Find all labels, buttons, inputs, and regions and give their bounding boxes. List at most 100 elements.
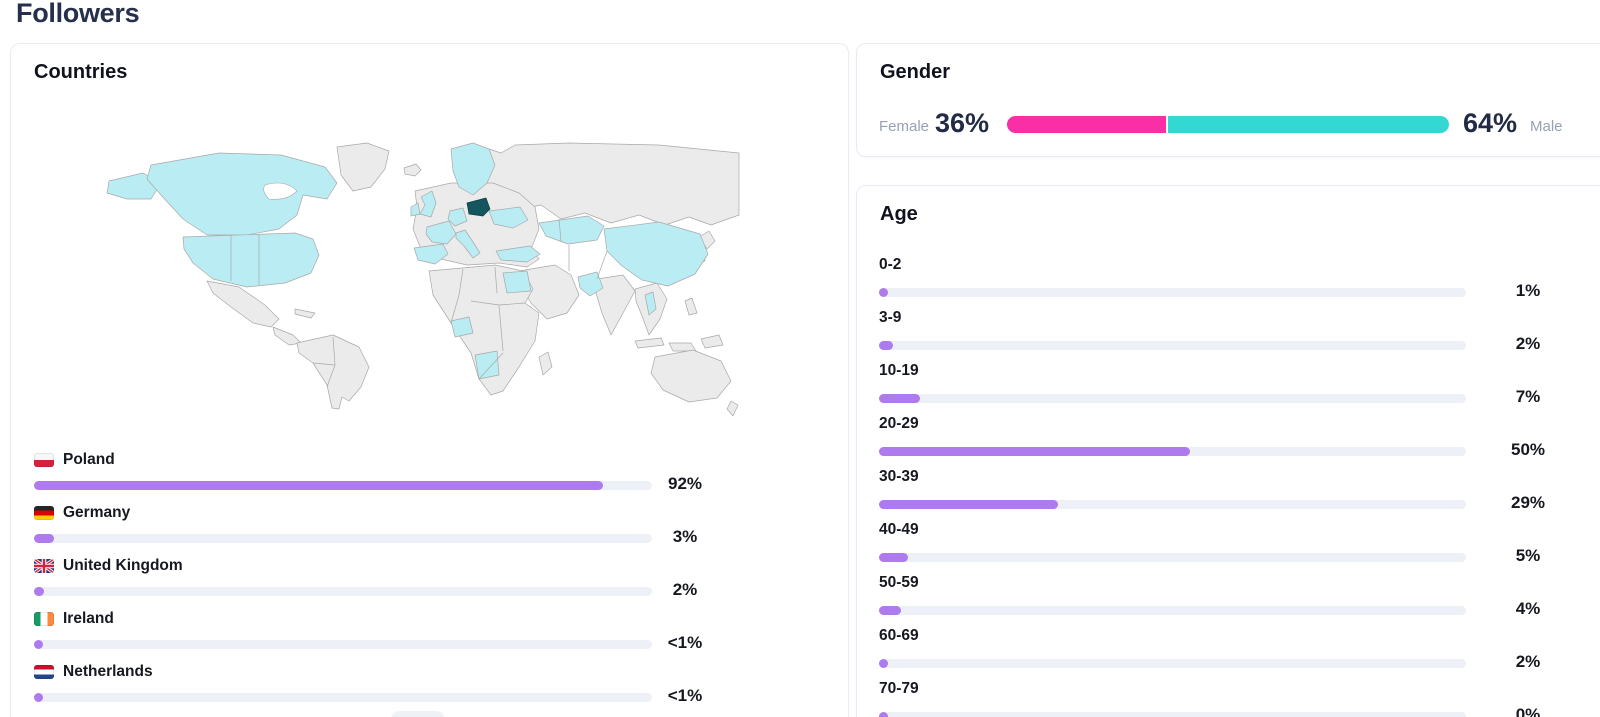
- country-bar-track: [34, 533, 652, 543]
- age-row-70-79: 70-79 0%: [879, 680, 1599, 717]
- age-row-20-29: 20-29 50%: [879, 415, 1599, 468]
- country-name: Germany: [63, 503, 131, 521]
- country-name: United Kingdom: [63, 556, 183, 574]
- map-region-egypt: [502, 270, 532, 294]
- map-region-nigeria: [450, 316, 474, 338]
- age-bar-fill: [879, 658, 888, 668]
- map-region-france: [425, 220, 457, 245]
- country-row-united-kingdom: United Kingdom 2%: [34, 555, 834, 608]
- map-region-australia: [650, 349, 732, 403]
- country-bar-fill: [34, 533, 54, 543]
- age-bar-fill: [879, 499, 1059, 509]
- map-hudson-bay: [263, 182, 298, 200]
- age-bar-track: [879, 393, 1466, 403]
- map-region-thailand: [644, 291, 657, 316]
- country-name: Ireland: [63, 609, 114, 627]
- male-label: Male: [1530, 118, 1563, 135]
- age-value: 7%: [1515, 387, 1541, 406]
- gender-bar-female-segment: [1007, 116, 1167, 133]
- age-card-title: Age: [880, 203, 918, 225]
- map-region-iceland: [403, 163, 422, 177]
- age-label: 3-9: [879, 309, 902, 326]
- country-bar-fill: [34, 480, 603, 490]
- age-label: 10-19: [879, 362, 919, 379]
- gender-card: Gender Female 36% 64% Male: [856, 43, 1600, 157]
- age-value: 2%: [1515, 334, 1541, 353]
- map-region-china: [603, 221, 709, 287]
- gender-bar-male-segment: [1168, 116, 1449, 133]
- country-value: 2%: [672, 580, 698, 599]
- age-bar-track: [879, 499, 1466, 509]
- country-row-ireland: Ireland <1%: [34, 608, 834, 661]
- age-bar-fill: [879, 552, 909, 562]
- age-value: 5%: [1515, 546, 1541, 565]
- map-region-indonesia: [634, 337, 665, 349]
- map-region-germany: [447, 207, 468, 227]
- map-region-mexico: [206, 280, 280, 328]
- country-name: Poland: [63, 450, 115, 468]
- map-region-caribbean: [294, 308, 316, 319]
- map-region-ukraine: [488, 206, 529, 229]
- age-value: 2%: [1515, 652, 1541, 671]
- age-bar-track: [879, 711, 1466, 717]
- country-bar-fill: [34, 639, 43, 649]
- map-region-new-zealand: [726, 400, 739, 417]
- country-bar-track: [34, 639, 652, 649]
- age-bar-track: [879, 446, 1466, 456]
- show-more-button[interactable]: [391, 711, 445, 717]
- female-value: 36%: [935, 108, 990, 138]
- map-region-poland-top: [466, 197, 491, 217]
- map-region-ireland: [410, 202, 421, 217]
- country-bar-track: [34, 692, 652, 702]
- map-region-italy: [455, 229, 481, 259]
- age-label: 50-59: [879, 574, 919, 591]
- age-value: 4%: [1515, 599, 1541, 618]
- country-name: Netherlands: [63, 662, 153, 680]
- age-row-50-59: 50-59 4%: [879, 574, 1599, 627]
- country-value: 92%: [667, 474, 703, 493]
- age-bar-fill: [879, 287, 888, 297]
- gender-bar: [1007, 116, 1449, 133]
- map-region-turkey: [495, 245, 541, 263]
- map-region-india: [595, 274, 636, 336]
- map-region-south-america: [296, 334, 370, 410]
- country-value: 3%: [672, 527, 698, 546]
- age-row-40-49: 40-49 5%: [879, 521, 1599, 574]
- map-region-central-america: [272, 326, 302, 346]
- country-row-germany: Germany 3%: [34, 502, 834, 555]
- female-label: Female: [879, 118, 930, 135]
- age-row-0-2: 0-2 1%: [879, 256, 1599, 309]
- map-region-europe-base: [412, 182, 540, 268]
- age-label: 0-2: [879, 256, 902, 273]
- age-card: Age 0-2 1% 3-9 2% 10-19: [856, 185, 1600, 717]
- age-label: 40-49: [879, 521, 919, 538]
- gender-row: Female 36% 64% Male: [857, 106, 1600, 144]
- world-map-svg: [106, 142, 740, 417]
- country-row-netherlands: Netherlands <1%: [34, 661, 834, 714]
- age-label: 30-39: [879, 468, 919, 485]
- ireland-flag-icon: [34, 611, 54, 626]
- age-bar-track: [879, 658, 1466, 668]
- age-bar-fill: [879, 605, 902, 615]
- age-row-30-39: 30-39 29%: [879, 468, 1599, 521]
- map-region-greenland: [336, 142, 390, 192]
- map-region-united-states: [182, 232, 320, 288]
- page-title: Followers: [16, 0, 140, 28]
- age-label: 60-69: [879, 627, 919, 644]
- country-list: Poland 92% Germany 3%: [34, 449, 834, 714]
- map-region-spain: [413, 243, 449, 265]
- country-bar-track: [34, 480, 652, 490]
- germany-flag-icon: [34, 505, 54, 520]
- map-region-scandinavia: [450, 142, 496, 196]
- age-bar-track: [879, 287, 1466, 297]
- age-bar-fill: [879, 711, 888, 717]
- map-region-angola: [474, 350, 500, 380]
- country-value: <1%: [667, 633, 703, 652]
- countries-card: Countries: [10, 43, 849, 717]
- map-region-philippines: [684, 297, 698, 316]
- age-value: 0%: [1515, 705, 1541, 717]
- world-map-choropleth: [99, 141, 749, 426]
- country-bar-fill: [34, 692, 43, 702]
- age-bar-fill: [879, 446, 1191, 456]
- age-label: 20-29: [879, 415, 919, 432]
